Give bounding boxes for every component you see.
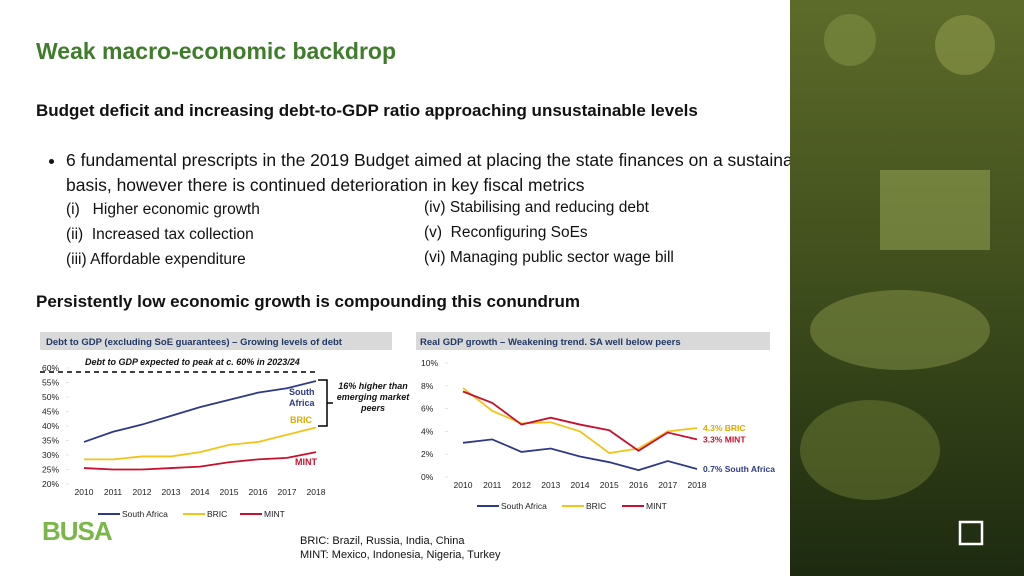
photo-shape	[810, 290, 990, 370]
x-tick-label: 2012	[133, 487, 152, 497]
prescript: (ii) Increased tax collection	[66, 226, 254, 243]
series-line	[84, 426, 317, 461]
legend-label: BRIC	[207, 509, 227, 519]
annotation: 16% higher than emerging market peers	[336, 381, 410, 413]
x-tick-label: 2016	[249, 487, 268, 497]
photo-shape	[800, 400, 940, 500]
series-line	[83, 380, 317, 443]
y-tick-label: 55%	[42, 378, 59, 388]
slide-title: Weak macro-economic backdrop	[36, 38, 397, 64]
x-tick-label: 2013	[162, 487, 181, 497]
prescript: (iii) Affordable expenditure	[66, 251, 246, 268]
y-tick-label: 10%	[421, 358, 438, 368]
x-tick-label: 2017	[278, 487, 297, 497]
series-line	[462, 387, 698, 455]
prescript: (iv) Stabilising and reducing debt	[424, 199, 649, 216]
bullet: 6 fundamental prescripts in the 2019 Bud…	[66, 148, 826, 198]
y-tick-label: 30%	[42, 450, 59, 460]
value-label: 0.7% South Africa	[703, 464, 775, 474]
legend-label: MINT	[646, 501, 667, 511]
series-label: South Africa	[289, 387, 315, 408]
x-tick-label: 2015	[220, 487, 239, 497]
prescript: (v) Reconfiguring SoEs	[424, 224, 588, 241]
legend-label: South Africa	[122, 509, 168, 519]
y-tick-label: 2%	[421, 449, 434, 459]
prescript: (i) Higher economic growth	[66, 201, 260, 218]
heading: Persistently low economic growth is comp…	[36, 292, 581, 311]
x-tick-label: 2010	[75, 487, 94, 497]
chart-title-bar	[40, 332, 392, 350]
y-tick-label: 0%	[421, 472, 434, 482]
footnote: MINT: Mexico, Indonesia, Nigeria, Turkey	[300, 549, 501, 561]
x-tick-label: 2011	[483, 480, 502, 490]
series-label: MINT	[295, 457, 317, 467]
x-tick-label: 2016	[629, 480, 648, 490]
legend-label: MINT	[264, 509, 285, 519]
x-tick-label: 2014	[571, 480, 590, 490]
x-tick-label: 2018	[688, 480, 707, 490]
heading: Budget deficit and increasing debt-to-GD…	[36, 101, 698, 120]
x-tick-label: 2017	[658, 480, 677, 490]
chart-title: Debt to GDP (excluding SoE guarantees) –…	[46, 337, 343, 348]
value-label: 3.3% MINT	[703, 434, 746, 444]
bullet-list: 6 fundamental prescripts in the 2019 Bud…	[30, 148, 826, 198]
photo-shape	[935, 15, 995, 75]
legend-label: BRIC	[586, 501, 606, 511]
y-tick-label: 60%	[42, 363, 59, 373]
annotation: Debt to GDP expected to peak at c. 60% i…	[85, 357, 300, 367]
legend-label: South Africa	[501, 501, 547, 511]
y-tick-label: 4%	[421, 426, 434, 436]
y-tick-label: 25%	[42, 465, 59, 475]
x-tick-label: 2018	[307, 487, 326, 497]
photo-shape	[880, 170, 990, 250]
x-tick-label: 2011	[104, 487, 123, 497]
y-tick-label: 35%	[42, 436, 59, 446]
x-tick-label: 2015	[600, 480, 619, 490]
value-label: 4.3% BRIC	[703, 423, 746, 433]
footnote: BRIC: Brazil, Russia, India, China	[300, 535, 465, 547]
x-tick-label: 2012	[512, 480, 531, 490]
y-tick-label: 8%	[421, 381, 434, 391]
y-tick-label: 6%	[421, 404, 434, 414]
icon[interactable]	[958, 520, 984, 546]
chart-title-bar	[416, 332, 770, 350]
y-tick-label: 20%	[42, 479, 59, 489]
series-line	[462, 438, 698, 472]
bracket	[318, 379, 333, 427]
photo-shape	[824, 14, 876, 66]
series-label: BRIC	[290, 415, 312, 425]
prescript: (vi) Managing public sector wage bill	[424, 249, 674, 266]
y-tick-label: 45%	[42, 407, 59, 417]
chart-title: Real GDP growth – Weakening trend. SA we…	[420, 337, 681, 348]
x-tick-label: 2013	[541, 480, 560, 490]
x-tick-label: 2010	[454, 480, 473, 490]
series-line	[83, 451, 317, 471]
y-tick-label: 50%	[42, 392, 59, 402]
y-tick-label: 40%	[42, 421, 59, 431]
x-tick-label: 2014	[191, 487, 210, 497]
logo: BUSA	[42, 516, 113, 546]
series-line	[462, 390, 698, 452]
